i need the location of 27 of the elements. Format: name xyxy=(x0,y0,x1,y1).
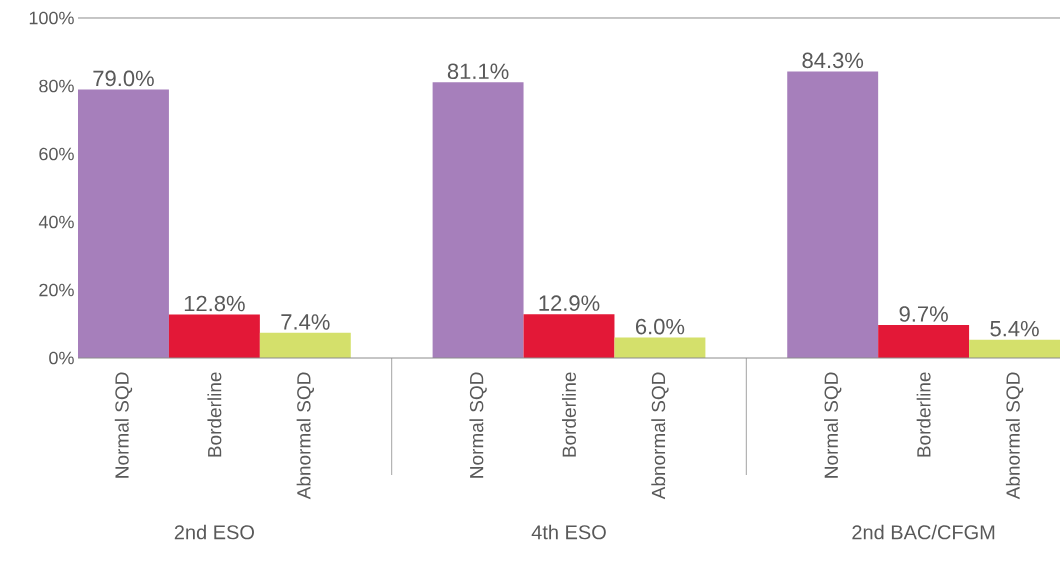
data-label: 84.3% xyxy=(802,52,864,69)
text: 4th ESO xyxy=(531,524,606,540)
x-tick-label: Normal SQD xyxy=(824,372,842,478)
x-tick-label: Abnormal SQD xyxy=(1005,372,1024,500)
x-tick-label: Abnormal SQD xyxy=(296,372,314,500)
x-tick-label: Borderline xyxy=(916,372,931,457)
y-tick-label: 20% xyxy=(39,283,74,297)
y-tick-label: 40% xyxy=(38,215,74,229)
x-tick-label: Normal SQD xyxy=(469,372,487,478)
text: 2nd BAC/CFGM xyxy=(852,524,995,540)
y-tick-label: 80% xyxy=(39,79,74,93)
data-label: 81.1% xyxy=(447,63,509,80)
x-tick-label: Normal SQD xyxy=(114,372,133,478)
data-label: 79.0% xyxy=(93,70,154,87)
y-tick-label: 100% xyxy=(29,11,74,25)
data-label: 9.7% xyxy=(899,306,948,322)
data-label: 12.9% xyxy=(539,295,600,311)
data-label: 12.8% xyxy=(184,295,245,312)
data-label: 7.4% xyxy=(281,314,330,330)
x-tick-label: Borderline xyxy=(207,372,222,457)
data-label: 5.4% xyxy=(990,320,1039,337)
x-tick-label: Abnormal SQD xyxy=(651,372,669,500)
x-tick-label: Borderline xyxy=(562,372,576,457)
y-tick-label: 60% xyxy=(39,147,74,161)
data-label: 6.0% xyxy=(635,318,685,335)
text: 2nd ESO xyxy=(174,524,254,540)
y-tick-label: 0% xyxy=(49,351,74,365)
